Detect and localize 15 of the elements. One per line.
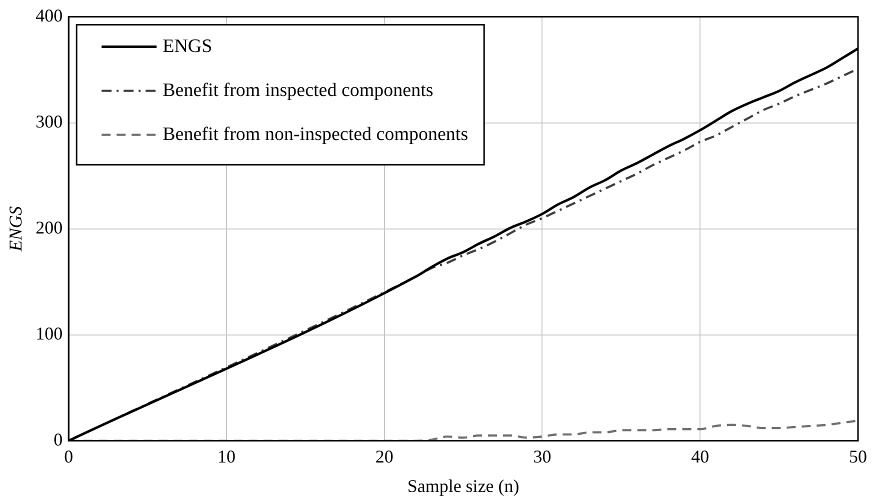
y-tick-label: 100	[36, 324, 63, 344]
x-axis-title: Sample size (n)	[407, 476, 520, 496]
legend-label: Benefit from inspected components	[162, 80, 434, 101]
x-tick-label: 30	[533, 446, 552, 466]
x-tick-label: 40	[691, 446, 710, 466]
x-tick-label: 10	[217, 446, 236, 466]
legend-label: Benefit from non-inspected components	[162, 124, 468, 145]
y-tick-label: 400	[36, 6, 63, 26]
y-tick-label: 300	[36, 112, 63, 132]
legend-label: ENGS	[162, 36, 212, 57]
x-tick-label: 20	[375, 446, 394, 466]
x-tick-label: 50	[849, 446, 867, 466]
y-tick-label: 0	[54, 430, 63, 450]
y-axis-title: ENGS	[6, 206, 26, 252]
y-tick-label: 200	[36, 218, 63, 238]
